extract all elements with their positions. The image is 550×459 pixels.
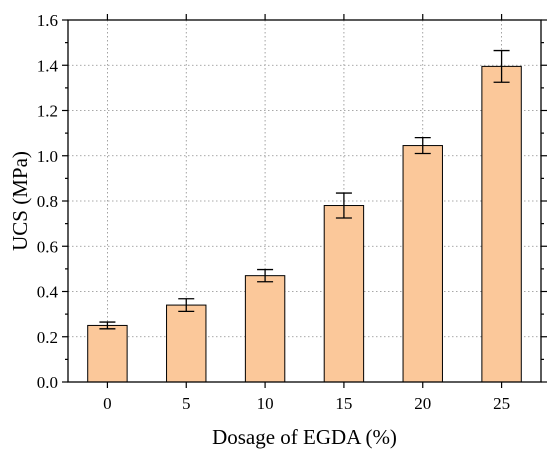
x-tick-label: 20: [414, 394, 431, 413]
grid: [68, 20, 541, 382]
bar: [87, 324, 128, 383]
x-tick-label: 15: [335, 394, 352, 413]
y-tick-label: 0.0: [37, 373, 58, 392]
bar: [323, 205, 365, 383]
y-tick-label: 1.0: [37, 147, 58, 166]
bar: [244, 275, 286, 383]
y-axis: 0.0 0.2 0.4 0.6 0.8 1.0 1.2 1.4 1.6: [37, 11, 547, 392]
x-tick-label: 10: [257, 394, 274, 413]
bar: [481, 65, 522, 383]
y-tick-label: 0.8: [37, 192, 58, 211]
bar: [402, 145, 443, 383]
y-tick-label: 1.4: [37, 56, 59, 75]
y-tick-label: 0.4: [37, 283, 59, 302]
y-axis-title: UCS (MPa): [8, 151, 32, 251]
y-tick-label: 1.2: [37, 102, 58, 121]
x-tick-label: 25: [493, 394, 510, 413]
bars: [87, 65, 522, 383]
error-bars: [99, 49, 510, 330]
x-tick-label: 5: [182, 394, 191, 413]
x-axis: 0 5 10 15 20 25: [103, 14, 510, 413]
bar: [166, 304, 207, 383]
y-tick-label: 0.6: [37, 237, 58, 256]
x-axis-title: Dosage of EGDA (%): [212, 425, 397, 449]
y-tick-label: 1.6: [37, 11, 58, 30]
x-tick-label: 0: [103, 394, 112, 413]
y-tick-label: 0.2: [37, 328, 58, 347]
